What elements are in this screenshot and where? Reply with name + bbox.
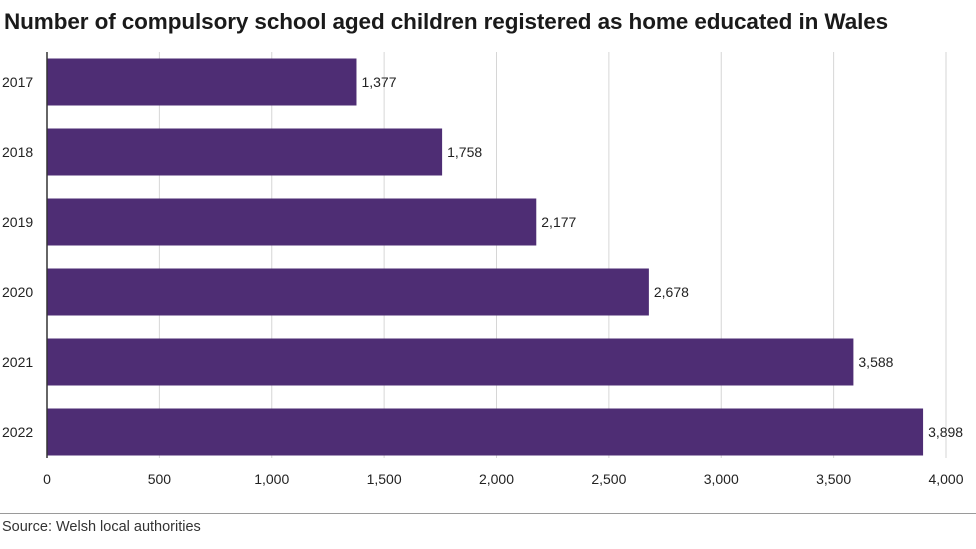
x-tick-label: 1,500 bbox=[367, 471, 402, 487]
x-tick-label: 1,000 bbox=[254, 471, 289, 487]
x-tick-label: 4,000 bbox=[928, 471, 963, 487]
x-tick-label: 2,000 bbox=[479, 471, 514, 487]
x-tick-label: 2,500 bbox=[591, 471, 626, 487]
source-divider bbox=[0, 513, 976, 514]
bar-value-label: 1,758 bbox=[447, 144, 482, 160]
y-category-label: 2018 bbox=[2, 144, 33, 160]
x-tick-label: 500 bbox=[148, 471, 172, 487]
bar bbox=[47, 408, 924, 456]
y-category-label: 2020 bbox=[2, 284, 33, 300]
x-tick-label: 0 bbox=[43, 471, 51, 487]
bar-value-label: 2,678 bbox=[654, 284, 689, 300]
chart-title: Number of compulsory school aged childre… bbox=[4, 9, 889, 34]
x-tick-label: 3,000 bbox=[704, 471, 739, 487]
bars bbox=[47, 58, 924, 456]
source-note: Source: Welsh local authorities bbox=[2, 519, 201, 535]
bar bbox=[47, 268, 649, 316]
y-category-label: 2019 bbox=[2, 214, 33, 230]
x-tick-label: 3,500 bbox=[816, 471, 851, 487]
axes: 0 500 1,000 1,500 2,000 2,500 3,000 3,500 4,000 bbox=[43, 52, 964, 487]
bar-value-label: 3,898 bbox=[928, 424, 963, 440]
gridlines bbox=[158, 52, 947, 458]
bar bbox=[47, 198, 537, 246]
bar-value-label: 3,588 bbox=[858, 354, 893, 370]
bar bbox=[47, 58, 357, 106]
bar bbox=[47, 128, 443, 176]
y-category-label: 2017 bbox=[2, 74, 33, 90]
bar-value-label: 1,377 bbox=[361, 74, 396, 90]
bar-value-label: 2,177 bbox=[541, 214, 576, 230]
labels: 2017 1,377 2018 1,758 2019 2,177 2020 2,678 2021… bbox=[2, 74, 963, 440]
y-category-label: 2022 bbox=[2, 424, 33, 440]
bar bbox=[47, 338, 854, 386]
y-category-label: 2021 bbox=[2, 354, 33, 370]
